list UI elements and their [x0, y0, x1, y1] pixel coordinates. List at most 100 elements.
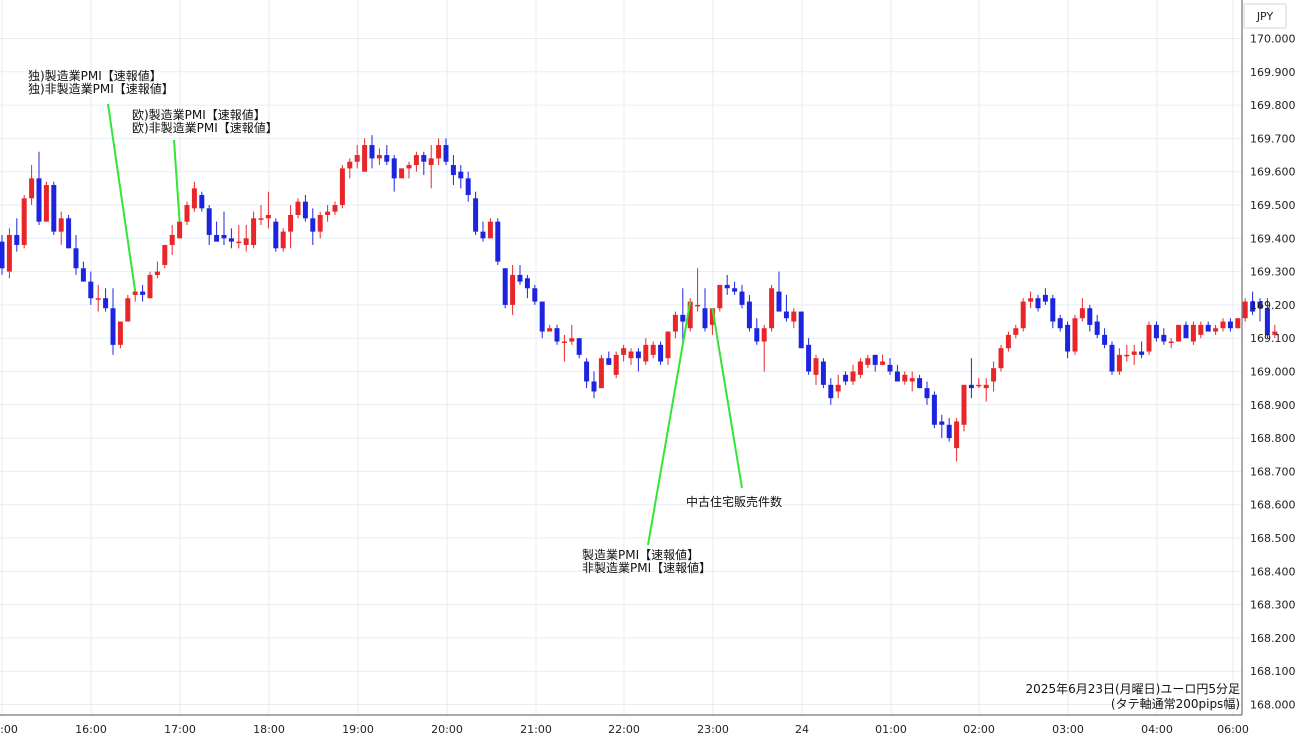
candle: [746, 294, 752, 332]
candle-body: [21, 198, 27, 245]
candle: [436, 138, 442, 166]
candle: [332, 201, 338, 215]
candle-body: [554, 328, 560, 342]
candle: [1042, 288, 1048, 305]
candle: [1242, 298, 1248, 322]
y-tick-label: 169.100: [1250, 332, 1296, 345]
candle-body: [591, 381, 597, 392]
y-tick-label: 169.400: [1250, 232, 1296, 245]
candle-body: [169, 234, 175, 245]
candle-body: [510, 274, 516, 305]
candle: [184, 201, 190, 225]
candle: [621, 344, 627, 362]
candle: [228, 228, 234, 249]
y-tick-label: 169.600: [1250, 166, 1296, 179]
candle-body: [1109, 344, 1115, 372]
candle-body: [909, 378, 915, 382]
y-tick-label: 169.000: [1250, 366, 1296, 379]
candle-body: [695, 304, 701, 307]
candle-body: [251, 218, 257, 245]
candle-body: [776, 291, 782, 312]
candle-body: [650, 344, 656, 355]
candle-body: [658, 344, 664, 362]
candle: [1183, 321, 1189, 339]
candle: [524, 274, 530, 299]
annotation-text: 中古住宅販売件数: [686, 494, 782, 509]
candle-body: [214, 234, 220, 242]
candle: [517, 264, 523, 285]
candle-body: [761, 328, 767, 342]
candle-body: [717, 284, 723, 309]
candle-body: [1020, 301, 1026, 329]
candle-body: [147, 274, 153, 299]
candle-body: [857, 361, 863, 375]
candle-body: [820, 361, 826, 385]
candle: [495, 218, 501, 265]
candle: [650, 341, 656, 359]
candle-body: [117, 321, 123, 345]
candle-body: [1042, 294, 1048, 302]
candle: [739, 284, 745, 309]
candle-body: [983, 384, 989, 389]
x-tick-label: 02:00: [963, 723, 995, 736]
x-tick-label: 18:00: [253, 723, 285, 736]
y-tick-label: 169.800: [1250, 99, 1296, 112]
candle: [857, 358, 863, 379]
x-tick-label: 06:00: [1217, 723, 1249, 736]
candle: [813, 354, 819, 385]
candle-body: [495, 221, 501, 262]
candle-body: [450, 165, 456, 176]
candle-body: [199, 195, 205, 209]
candle: [850, 364, 856, 385]
candle-body: [709, 308, 715, 325]
candle: [214, 221, 220, 242]
candle-body: [1072, 318, 1078, 352]
candle: [695, 268, 701, 312]
candle-body: [236, 241, 242, 244]
candle-body: [36, 178, 42, 222]
candle: [243, 224, 249, 252]
candle: [835, 374, 841, 399]
candle-body: [584, 361, 590, 382]
candle-body: [1190, 324, 1196, 342]
candle-body: [532, 288, 538, 302]
y-tick-label: 170.000: [1250, 33, 1296, 46]
candle-body: [0, 241, 5, 269]
candle-body: [1161, 334, 1167, 342]
candle: [1264, 298, 1270, 339]
candle: [66, 214, 72, 249]
candle-body: [1183, 324, 1189, 339]
candle: [1153, 321, 1159, 342]
candle: [206, 205, 212, 245]
candle-body: [421, 155, 427, 162]
candle: [643, 338, 649, 365]
candle-body: [806, 344, 812, 372]
footer-title: 2025年6月23日(月曜日)ユーロ円5分足: [1026, 682, 1240, 696]
x-tick-label: 19:00: [342, 723, 374, 736]
candle-body: [702, 308, 708, 329]
candle-body: [843, 374, 849, 382]
candle-body: [1213, 328, 1219, 332]
candle: [761, 324, 767, 372]
candle: [1168, 338, 1174, 349]
candle-body: [828, 384, 834, 399]
candle: [532, 284, 538, 305]
y-tick-label: 168.700: [1250, 465, 1296, 478]
candle: [191, 181, 197, 212]
candle-body: [621, 348, 627, 355]
candle: [783, 294, 789, 322]
candle: [754, 318, 760, 345]
candle: [584, 358, 590, 389]
candle-body: [1028, 298, 1034, 302]
candle: [1013, 324, 1019, 339]
candle: [21, 195, 27, 249]
candle-body: [902, 374, 908, 382]
y-tick-label: 169.200: [1250, 299, 1296, 312]
candle: [354, 145, 360, 169]
candle: [1116, 348, 1122, 375]
annotation-pointer-line: [647, 301, 692, 546]
candle-body: [243, 238, 249, 245]
candle: [724, 274, 730, 295]
candle: [732, 281, 738, 295]
candle: [1065, 321, 1071, 359]
